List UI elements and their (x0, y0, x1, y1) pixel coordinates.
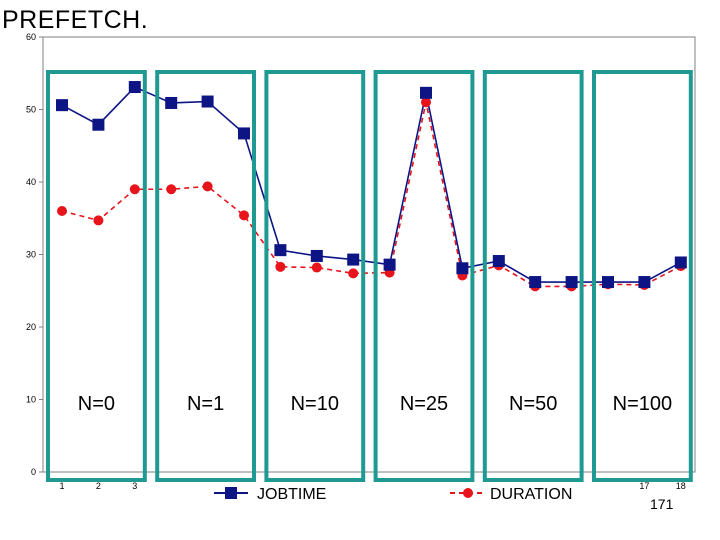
jobtime-point (201, 95, 214, 108)
y-tick-label: 40 (26, 177, 36, 187)
duration-point (348, 268, 359, 279)
x-tick-label: 17 (639, 481, 649, 491)
group-box (482, 70, 584, 482)
x-tick-label: 2 (96, 481, 101, 491)
duration-point (166, 184, 177, 195)
y-tick-label: 10 (26, 395, 36, 405)
duration-point (311, 262, 322, 273)
jobtime-point (128, 81, 141, 94)
duration-point (239, 210, 249, 221)
jobtime-point (274, 244, 287, 257)
legend-jobtime-marker (225, 487, 237, 499)
duration-point (275, 261, 286, 272)
jobtime-point (602, 276, 614, 289)
jobtime-point (56, 99, 68, 112)
group-box (264, 70, 366, 482)
group-label-n10: N=10 (291, 393, 339, 415)
y-tick-label: 50 (26, 105, 36, 115)
page-number: 171 (650, 496, 674, 512)
jobtime-point (310, 249, 323, 262)
group-label-n25: N=25 (400, 393, 448, 415)
jobtime-line (61, 86, 682, 283)
x-tick-label: 1 (59, 481, 64, 491)
group-box (373, 70, 475, 482)
duration-point (93, 215, 104, 226)
y-tick-label: 20 (26, 322, 36, 332)
duration-point (57, 206, 67, 216)
x-tick-label: 18 (676, 481, 686, 491)
jobtime-point (638, 276, 651, 289)
jobtime-point (347, 253, 360, 266)
group-box (155, 70, 256, 482)
jobtime-point (92, 118, 105, 131)
jobtime-point (456, 262, 469, 275)
group-label-n0: N=0 (78, 393, 115, 415)
group-label-n1: N=1 (187, 393, 224, 415)
group-label-n100: N=100 (613, 393, 673, 415)
slide-title: PREFETCH. (2, 6, 149, 34)
jobtime-point (383, 258, 396, 271)
duration-point (129, 184, 140, 195)
group-box (592, 70, 693, 482)
x-tick-label: 3 (132, 481, 137, 491)
plot-frame (42, 36, 696, 473)
group-box (46, 70, 147, 482)
jobtime-point (238, 127, 250, 140)
y-tick-label: 60 (26, 32, 36, 42)
group-label-n50: N=50 (509, 393, 557, 415)
legend-duration-label: DURATION (490, 486, 572, 503)
jobtime-point (529, 276, 542, 289)
jobtime-point (492, 255, 505, 268)
y-tick-label: 0 (31, 467, 36, 477)
jobtime-point (165, 96, 178, 109)
duration-line (61, 102, 682, 288)
legend-duration-marker (463, 488, 473, 498)
jobtime-point (674, 256, 687, 269)
jobtime-point (420, 86, 432, 99)
duration-point (202, 181, 213, 192)
jobtime-point (565, 276, 578, 289)
duration-point (421, 97, 431, 108)
y-tick-label: 30 (26, 250, 36, 260)
legend-jobtime-label: JOBTIME (257, 486, 326, 503)
